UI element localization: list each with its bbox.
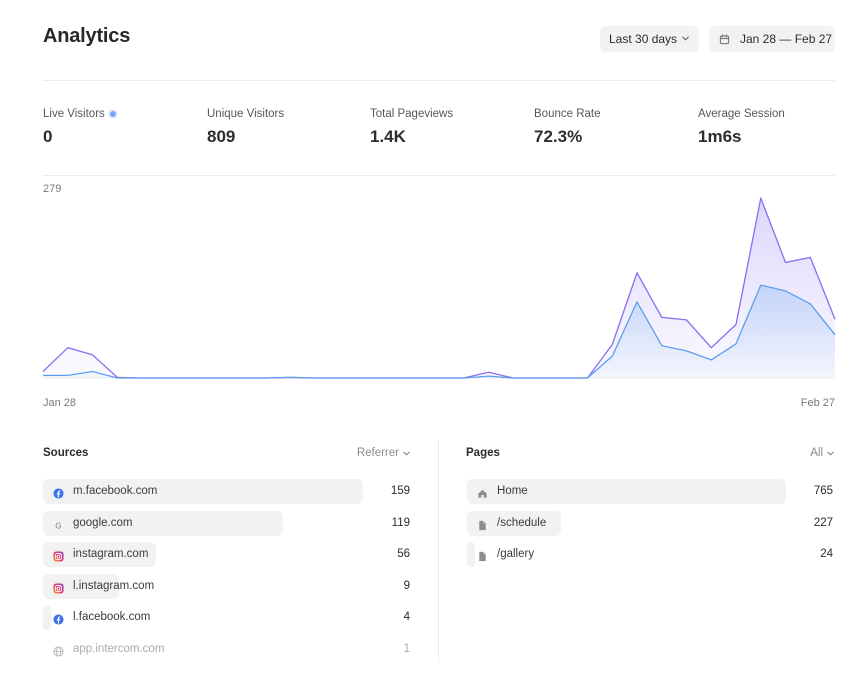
stat-label: Unique Visitors	[207, 108, 285, 120]
item-count: 4	[403, 611, 410, 623]
instagram-icon	[53, 581, 64, 594]
referrer-dropdown[interactable]: Referrer	[357, 447, 411, 459]
date-picker-button[interactable]: Jan 28 — Feb 27	[709, 26, 835, 52]
stat-label: Bounce Rate	[534, 108, 601, 120]
item-count: 24	[820, 548, 833, 560]
pages-filter-label: All	[810, 447, 823, 459]
series-area-pageviews	[43, 198, 835, 378]
list-item[interactable]: instagram.com 56	[43, 542, 410, 567]
list-item[interactable]: /gallery 24	[467, 542, 833, 567]
item-name: google.com	[73, 516, 133, 529]
referrer-dropdown-label: Referrer	[356, 447, 399, 459]
facebook-icon	[53, 612, 64, 625]
stat-value: 0	[43, 127, 53, 146]
stat-value: 1.4K	[370, 127, 406, 146]
date-range-text: Jan 28 — Feb 27	[740, 32, 833, 46]
item-name: instagram.com	[73, 548, 149, 560]
live-indicator-dot	[109, 111, 116, 117]
list-item[interactable]: app.intercom.com 1	[43, 637, 410, 662]
count-bar	[467, 542, 475, 567]
item-count: 227	[813, 516, 833, 529]
series-line-visitors	[43, 284, 836, 379]
stat-value: 1m6s	[698, 127, 742, 146]
column-divider	[438, 440, 439, 662]
item-name: m.facebook.com	[73, 485, 158, 497]
stat-label: Total Pageviews	[370, 108, 454, 120]
stat-total-pageviews[interactable]: Total Pageviews 1.4K	[370, 108, 453, 147]
file-icon	[477, 518, 488, 530]
google-icon: G	[53, 518, 64, 530]
item-name: l.facebook.com	[73, 611, 151, 623]
stat-value: 809	[207, 127, 236, 146]
svg-text:G: G	[55, 521, 61, 530]
item-name: app.intercom.com	[73, 642, 165, 655]
sources-title: Sources	[43, 447, 89, 459]
item-count: 765	[813, 485, 833, 497]
item-count: 159	[390, 485, 410, 497]
count-bar	[43, 605, 51, 630]
list-item[interactable]: Home 765	[467, 479, 833, 504]
chevron-down-icon	[827, 451, 834, 455]
stat-value: 72.3%	[534, 127, 583, 146]
calendar-icon	[719, 33, 730, 45]
item-count: 56	[397, 548, 410, 560]
x-start-label: Jan 28	[43, 397, 77, 409]
item-name: l.instagram.com	[73, 579, 155, 592]
chevron-down-icon	[403, 451, 410, 455]
x-end-label: Feb 27	[800, 397, 835, 409]
count-bar	[467, 479, 786, 504]
pages-title: Pages	[466, 447, 500, 459]
item-name: /gallery	[497, 548, 535, 560]
traffic-chart[interactable]	[42, 180, 836, 400]
globe-icon	[53, 644, 64, 657]
item-count: 119	[391, 516, 410, 529]
list-item[interactable]: l.facebook.com 4	[43, 605, 410, 630]
stat-bounce-rate[interactable]: Bounce Rate 72.3%	[534, 108, 601, 147]
item-count: 1	[403, 642, 410, 655]
pages-filter-dropdown[interactable]: All	[810, 447, 835, 459]
item-count: 9	[403, 579, 410, 592]
item-name: Home	[497, 485, 528, 497]
stat-label: Average Session	[698, 108, 785, 120]
facebook-icon	[53, 486, 64, 499]
list-item[interactable]: l.instagram.com 9	[43, 573, 410, 599]
date-range-label: Last 30 days	[609, 32, 678, 46]
stat-unique-visitors[interactable]: Unique Visitors 809	[207, 108, 284, 147]
stat-label: Live Visitors	[43, 108, 105, 120]
date-range-select[interactable]: Last 30 days	[600, 26, 699, 52]
y-max-label: 279	[43, 183, 62, 195]
count-bar	[43, 510, 283, 536]
stat-live-visitors[interactable]: Live Visitors 0	[43, 108, 116, 147]
item-name: /schedule	[497, 516, 547, 529]
home-icon	[477, 486, 488, 498]
divider	[43, 175, 835, 176]
file-icon	[477, 549, 488, 562]
list-item[interactable]: m.facebook.com 159	[43, 479, 410, 504]
stat-average-session[interactable]: Average Session 1m6s	[698, 108, 785, 147]
series-area-visitors	[43, 285, 835, 378]
chevron-down-icon	[682, 36, 689, 41]
page-title: Analytics	[43, 25, 131, 47]
count-bar	[43, 479, 363, 504]
list-item[interactable]: /schedule 227	[467, 510, 833, 536]
divider	[43, 80, 835, 81]
instagram-icon	[53, 549, 64, 562]
